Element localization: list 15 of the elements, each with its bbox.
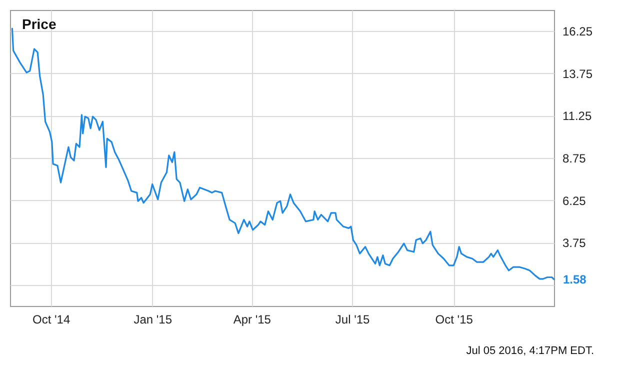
y-tick-label: 3.75 bbox=[562, 236, 586, 250]
y-tick-label: 6.25 bbox=[562, 194, 586, 208]
x-tick-label: Apr '15 bbox=[233, 312, 272, 326]
data-label: 1.58 bbox=[563, 272, 587, 286]
x-tick-label: Oct '14 bbox=[32, 312, 70, 326]
x-tick-label: Jul '15 bbox=[335, 312, 370, 326]
y-tick-label: 11.25 bbox=[562, 109, 592, 124]
y-tick-label: 13.75 bbox=[562, 66, 593, 81]
y-tick-label: 8.75 bbox=[562, 152, 586, 166]
text: Jul 05 2016, 4:17PM EDT. bbox=[466, 345, 594, 357]
x-tick-label: Jan '15 bbox=[134, 312, 172, 326]
x-tick-label: Oct '15 bbox=[435, 312, 474, 326]
chart-title: Price bbox=[22, 16, 56, 32]
y-tick-label: 16.25 bbox=[562, 24, 593, 39]
line-series bbox=[11, 28, 555, 280]
